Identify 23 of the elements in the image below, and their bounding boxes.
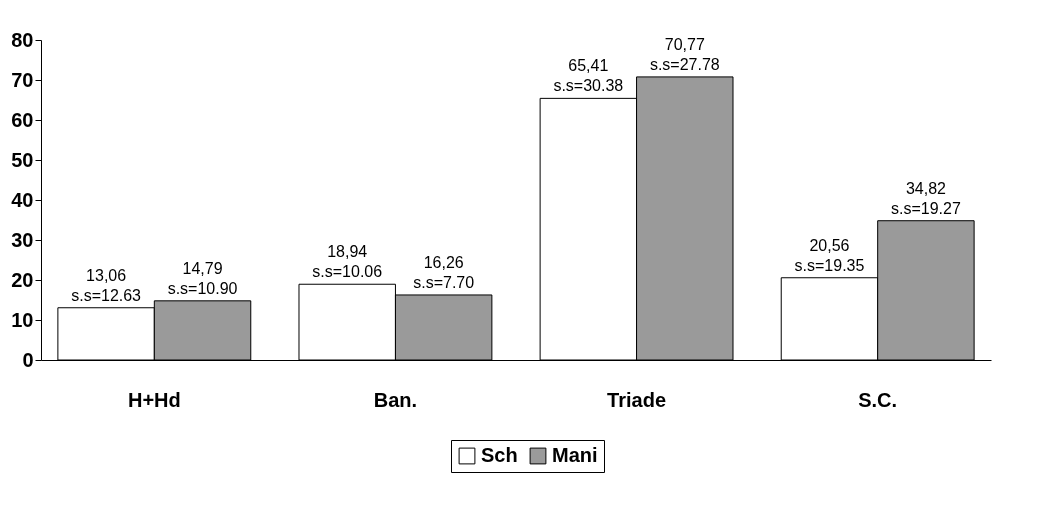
- data-label: 65,41 s.s=30.38: [553, 57, 624, 95]
- y-tick-label: 60: [11, 108, 34, 131]
- y-tick-label: 10: [11, 308, 34, 331]
- y-tick-label: 0: [22, 348, 34, 371]
- data-label: 70,77 s.s=27.78: [649, 35, 720, 73]
- y-tick-label: 30: [11, 228, 34, 251]
- y-tick-label: 80: [11, 28, 34, 51]
- x-tick-label: H+Hd: [127, 388, 181, 411]
- data-label: 14,79 s.s=10.90: [167, 259, 238, 297]
- data-label: 20,56 s.s=19.35: [794, 236, 865, 274]
- data-label: 13,06 s.s=12.63: [71, 266, 142, 304]
- y-tick-label: 20: [11, 268, 34, 291]
- y-tick-label: 50: [11, 148, 34, 171]
- data-label: 16,26 s.s=7.70: [413, 253, 475, 291]
- legend-label: Mani: [552, 444, 598, 466]
- y-tick-label: 70: [11, 68, 34, 91]
- data-label: 34,82 s.s=19.27: [890, 179, 961, 217]
- x-tick-label: S.C.: [858, 388, 898, 411]
- x-tick-label: Triade: [607, 388, 667, 411]
- legend-label: Sch: [481, 444, 518, 466]
- x-tick-label: Ban.: [373, 388, 418, 411]
- data-label: 18,94 s.s=10.06: [312, 243, 383, 281]
- y-tick-label: 40: [11, 188, 34, 211]
